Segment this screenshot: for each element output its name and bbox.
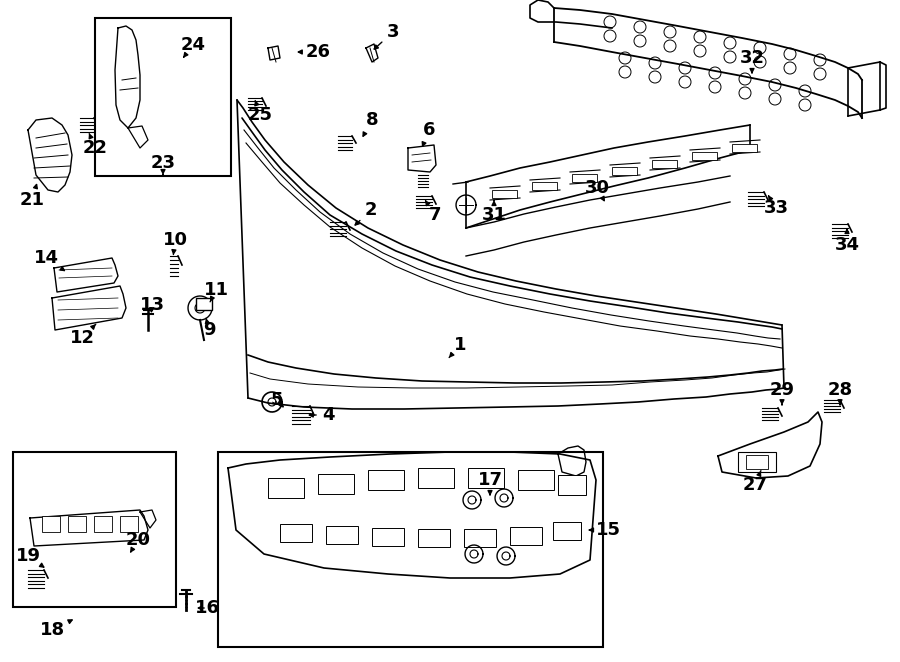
Bar xyxy=(280,524,312,542)
Bar xyxy=(326,526,358,544)
Text: 20: 20 xyxy=(125,531,150,552)
Text: 21: 21 xyxy=(20,185,44,209)
Bar xyxy=(558,475,586,495)
Text: 30: 30 xyxy=(584,179,609,201)
Bar xyxy=(612,167,637,175)
Text: 4: 4 xyxy=(310,406,334,424)
Bar xyxy=(746,455,768,469)
Bar xyxy=(418,529,450,547)
Text: 28: 28 xyxy=(827,381,852,404)
Bar xyxy=(94,516,112,532)
Bar xyxy=(268,478,304,498)
Text: 18: 18 xyxy=(40,620,72,639)
Bar xyxy=(692,152,717,160)
Text: 2: 2 xyxy=(356,201,377,225)
Bar xyxy=(372,528,404,546)
Text: 3: 3 xyxy=(374,23,400,49)
Text: 24: 24 xyxy=(181,36,205,57)
Text: 9: 9 xyxy=(202,318,215,339)
Text: 14: 14 xyxy=(33,249,65,271)
Bar xyxy=(572,174,597,182)
Bar xyxy=(532,182,557,190)
Text: 22: 22 xyxy=(83,134,107,157)
Text: 27: 27 xyxy=(742,471,768,494)
Bar xyxy=(68,516,86,532)
Text: 33: 33 xyxy=(763,196,788,217)
Text: 1: 1 xyxy=(449,336,466,357)
Text: 26: 26 xyxy=(298,43,330,61)
Text: 25: 25 xyxy=(248,101,273,124)
Text: 5: 5 xyxy=(271,391,284,409)
Bar xyxy=(652,160,677,168)
Text: 23: 23 xyxy=(150,154,176,175)
Text: 12: 12 xyxy=(69,324,95,347)
Bar xyxy=(732,144,757,152)
Bar xyxy=(218,452,603,647)
Text: 10: 10 xyxy=(163,231,187,255)
Bar xyxy=(318,474,354,494)
Bar xyxy=(553,522,581,540)
Text: 34: 34 xyxy=(834,230,860,254)
Bar xyxy=(464,529,496,547)
Bar xyxy=(492,190,517,198)
Text: 6: 6 xyxy=(422,121,436,146)
Bar xyxy=(95,18,231,176)
Bar xyxy=(42,516,60,532)
Bar xyxy=(196,298,212,310)
Bar xyxy=(468,468,504,488)
Bar xyxy=(368,470,404,490)
Text: 8: 8 xyxy=(363,111,378,136)
Text: 17: 17 xyxy=(478,471,502,495)
Bar xyxy=(418,468,454,488)
Bar xyxy=(13,452,176,607)
Text: 11: 11 xyxy=(203,281,229,302)
Bar xyxy=(738,452,776,472)
Bar xyxy=(120,516,138,532)
Text: 32: 32 xyxy=(740,49,764,73)
Text: 13: 13 xyxy=(140,296,165,314)
Bar xyxy=(518,470,554,490)
Text: 29: 29 xyxy=(770,381,795,404)
Text: 31: 31 xyxy=(482,201,507,224)
Text: 7: 7 xyxy=(426,201,441,224)
Text: 15: 15 xyxy=(590,521,620,539)
Text: 19: 19 xyxy=(15,547,44,567)
Text: 16: 16 xyxy=(194,599,220,617)
Bar xyxy=(510,527,542,545)
